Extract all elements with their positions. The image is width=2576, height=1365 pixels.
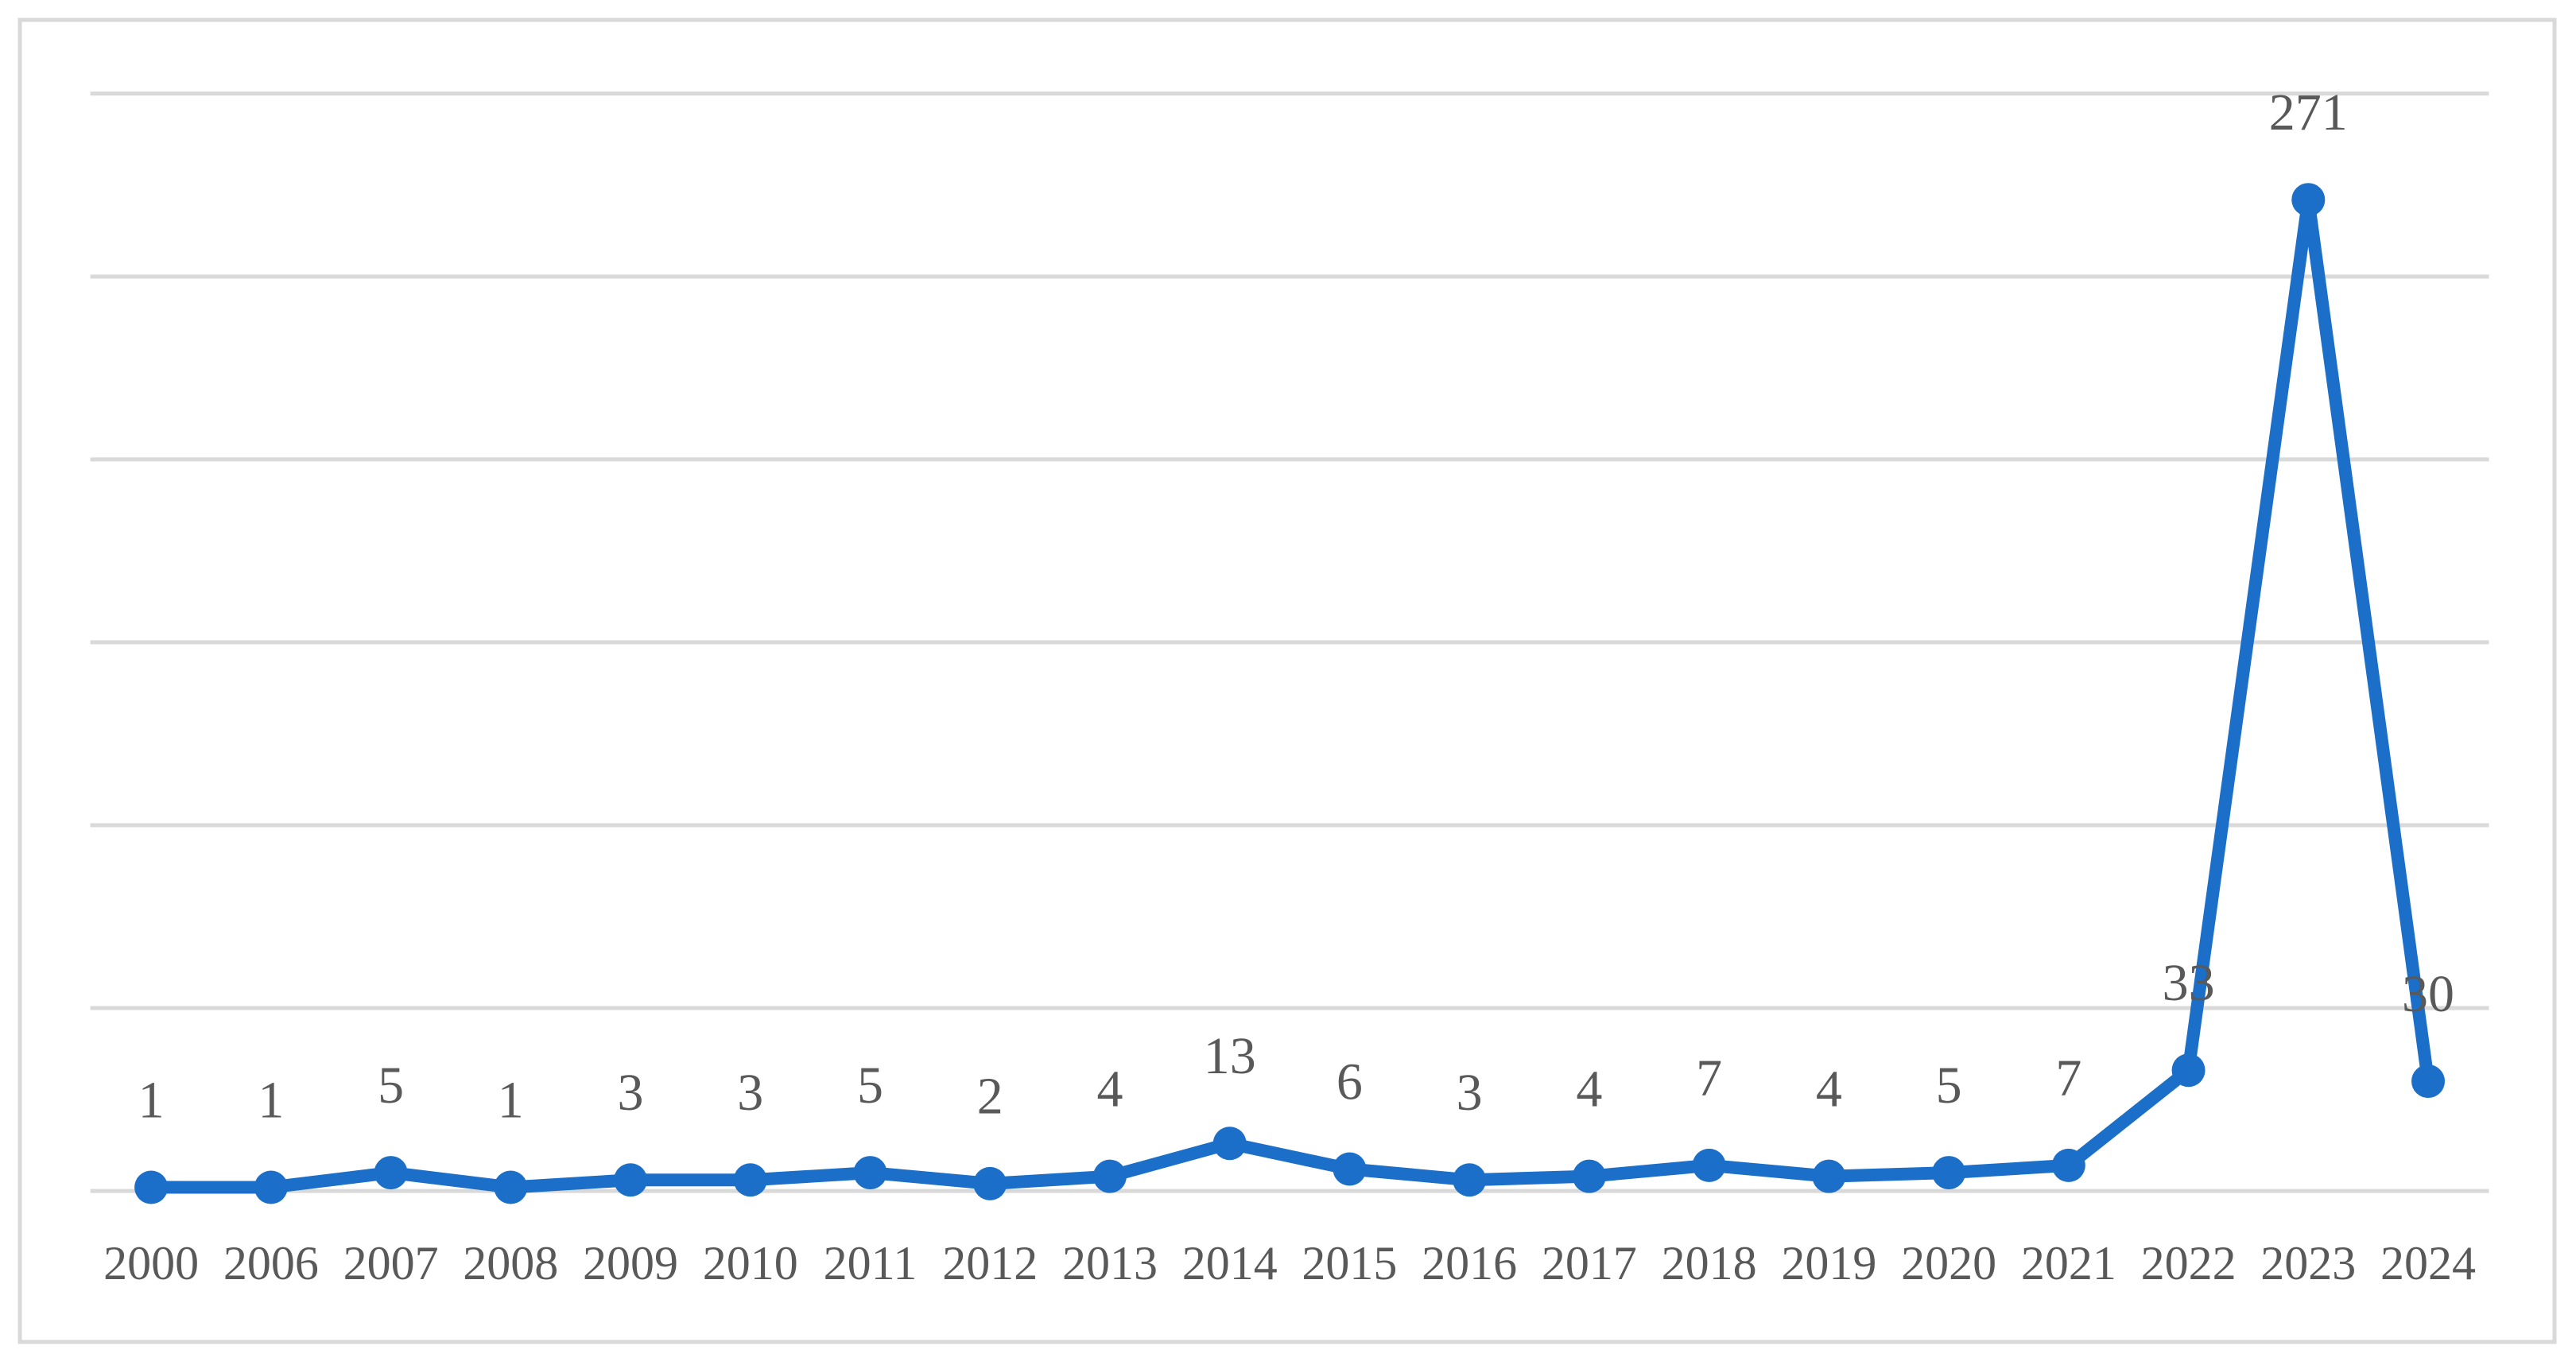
data-label: 5 <box>1936 1057 1962 1115</box>
chart-border <box>17 17 2557 1344</box>
x-tick-label: 2009 <box>583 1237 678 1289</box>
x-tick-label: 2019 <box>1781 1237 1876 1289</box>
data-point <box>2411 1064 2446 1099</box>
data-label: 2 <box>977 1068 1003 1126</box>
data-label: 13 <box>1204 1027 1256 1085</box>
data-label: 1 <box>138 1071 165 1129</box>
x-tick-label: 2014 <box>1182 1237 1278 1289</box>
x-tick-label: 2008 <box>463 1237 558 1289</box>
data-point <box>1453 1163 1487 1197</box>
data-point <box>1572 1159 1606 1193</box>
data-point <box>254 1170 288 1204</box>
data-label: 3 <box>737 1064 763 1122</box>
data-label: 1 <box>258 1071 284 1129</box>
data-label: 4 <box>1816 1061 1842 1119</box>
data-label: 6 <box>1336 1053 1363 1111</box>
x-tick-label: 2010 <box>703 1237 798 1289</box>
data-label: 30 <box>2402 965 2454 1023</box>
data-label: 271 <box>2269 83 2348 142</box>
data-point <box>1692 1148 1726 1182</box>
x-tick-label: 2018 <box>1662 1237 1757 1289</box>
x-tick-label: 2024 <box>2380 1237 2476 1289</box>
data-label: 3 <box>618 1064 644 1122</box>
data-point <box>494 1170 528 1204</box>
data-point <box>733 1163 767 1197</box>
x-tick-label: 2013 <box>1062 1237 1158 1289</box>
x-tick-label: 2023 <box>2260 1237 2356 1289</box>
data-label: 7 <box>2055 1049 2081 1107</box>
x-tick-label: 2006 <box>223 1237 319 1289</box>
data-point <box>1932 1156 1966 1190</box>
data-label: 3 <box>1457 1064 1483 1122</box>
data-label: 4 <box>1576 1061 1602 1119</box>
x-tick-label: 2011 <box>824 1237 918 1289</box>
data-point <box>2171 1053 2206 1088</box>
data-line <box>151 193 2434 1194</box>
data-point <box>614 1163 648 1197</box>
data-label: 5 <box>378 1057 404 1115</box>
data-point <box>1333 1152 1367 1186</box>
data-point <box>853 1156 887 1190</box>
x-tick-label: 2016 <box>1422 1237 1517 1289</box>
data-point <box>1092 1159 1127 1193</box>
data-point <box>1212 1127 1247 1161</box>
data-label: 1 <box>498 1071 524 1129</box>
data-label: 33 <box>2163 954 2215 1012</box>
data-point <box>1812 1159 1846 1193</box>
data-point <box>2291 183 2326 217</box>
x-tick-label: 2022 <box>2141 1237 2237 1289</box>
x-tick-label: 2007 <box>343 1237 439 1289</box>
data-point <box>374 1156 408 1190</box>
data-label: 5 <box>857 1057 883 1115</box>
data-point <box>973 1166 1007 1200</box>
data-point <box>134 1170 169 1204</box>
x-tick-label: 2015 <box>1302 1237 1397 1289</box>
x-tick-label: 2020 <box>1901 1237 1996 1289</box>
data-label: 7 <box>1696 1049 1722 1107</box>
x-tick-label: 2017 <box>1542 1237 1637 1289</box>
x-tick-label: 2021 <box>2021 1237 2116 1289</box>
data-label: 4 <box>1096 1061 1123 1119</box>
x-tick-label: 2000 <box>103 1237 199 1289</box>
data-point <box>2051 1148 2085 1182</box>
x-tick-label: 2012 <box>942 1237 1038 1289</box>
